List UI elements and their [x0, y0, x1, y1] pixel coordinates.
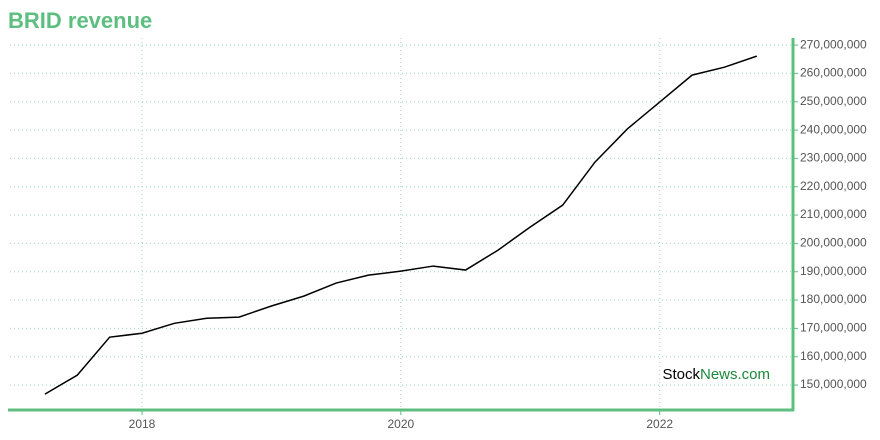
y-tick-label: 170,000,000	[800, 321, 867, 335]
chart-title: BRID revenue	[8, 8, 152, 33]
y-tick-label: 230,000,000	[800, 151, 867, 165]
watermark-part: News.com	[700, 366, 770, 383]
y-tick-label: 250,000,000	[800, 94, 867, 108]
x-tick-label: 2020	[388, 417, 415, 431]
x-tick-label: 2022	[646, 417, 673, 431]
y-tick-label: 200,000,000	[800, 236, 867, 250]
watermark: StockNews.com	[662, 366, 770, 383]
line	[44, 55, 758, 395]
watermark-part: Stock	[662, 366, 700, 383]
y-tick-label: 220,000,000	[800, 179, 867, 193]
y-tick-label: 260,000,000	[800, 66, 867, 80]
y-tick-label: 160,000,000	[800, 349, 867, 363]
y-tick-label: 190,000,000	[800, 264, 867, 278]
y-tick-label: 240,000,000	[800, 122, 867, 136]
x-tick-label: 2018	[129, 417, 156, 431]
y-tick-label: 270,000,000	[800, 37, 867, 51]
y-tick-label: 180,000,000	[800, 292, 867, 306]
y-tick-label: 150,000,000	[800, 377, 867, 391]
y-tick-label: 210,000,000	[800, 207, 867, 221]
